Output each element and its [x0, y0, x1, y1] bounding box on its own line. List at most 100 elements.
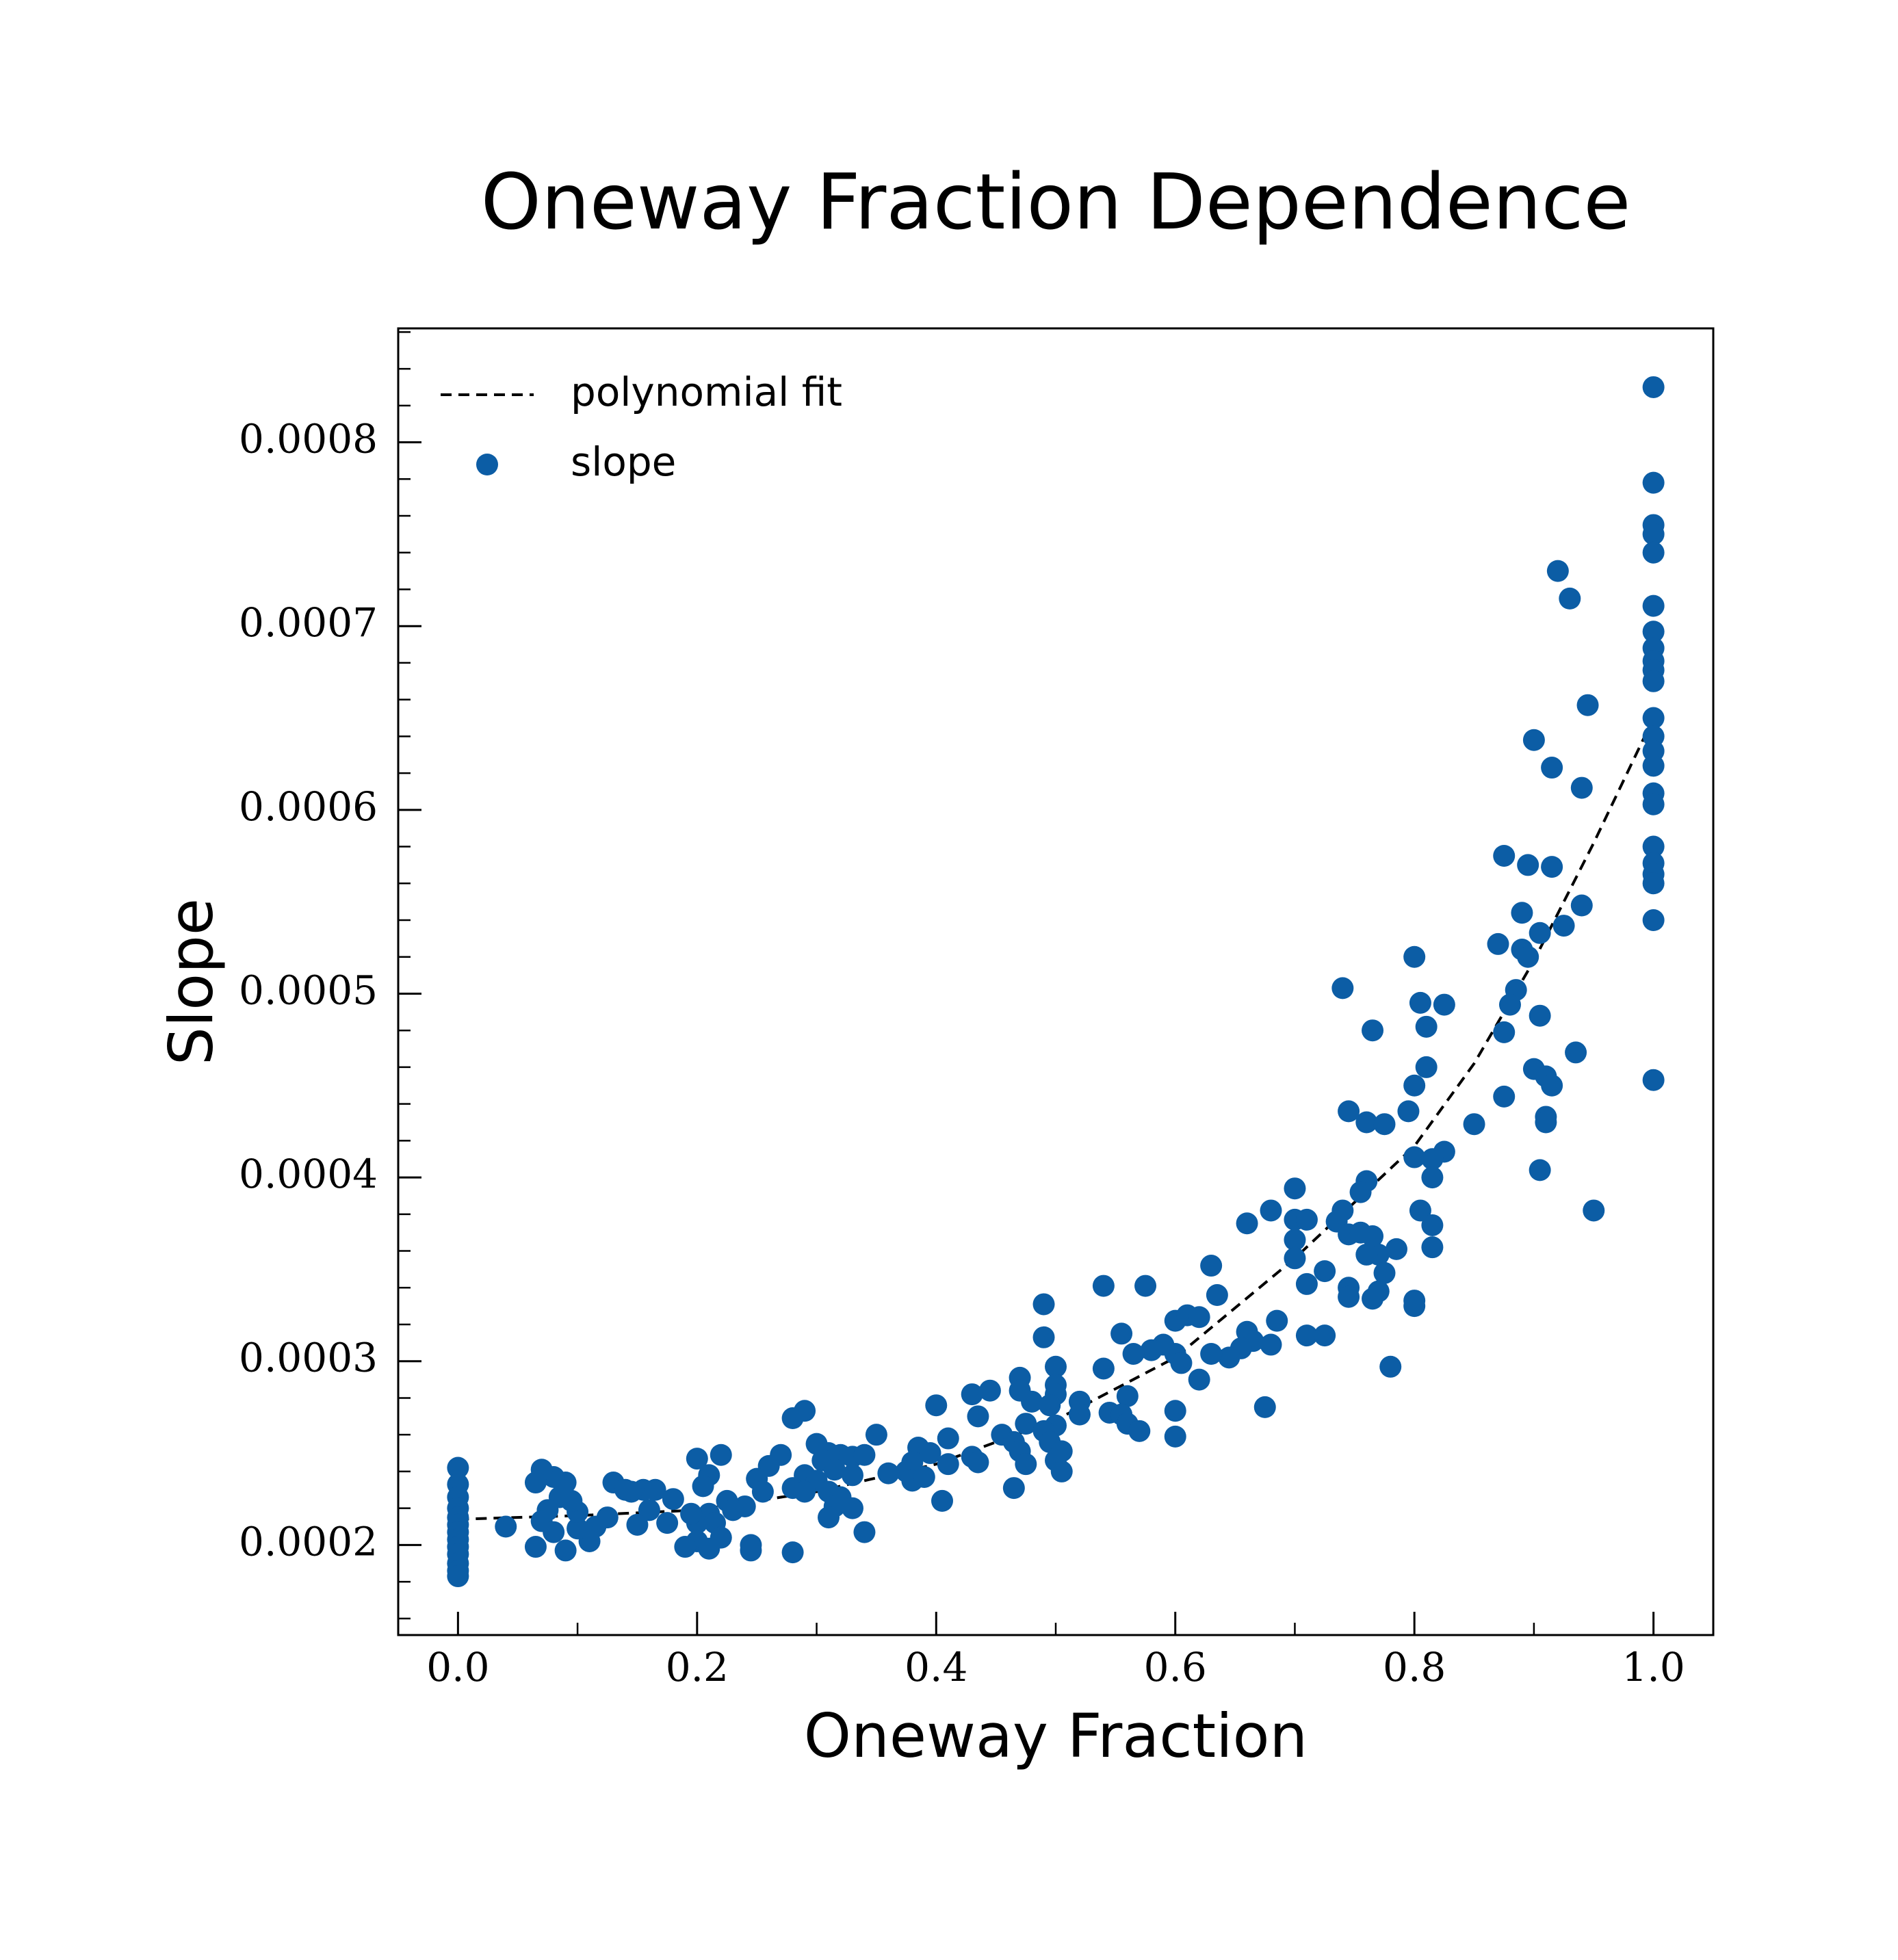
- scatter-point: [1039, 1394, 1061, 1417]
- scatter-point: [1331, 977, 1354, 999]
- scatter-point: [1642, 594, 1665, 617]
- scatter-point: [1355, 1243, 1378, 1266]
- scatter-point: [1403, 1074, 1426, 1097]
- scatter-point: [1642, 755, 1665, 777]
- scatter-point: [877, 1462, 900, 1485]
- scatter-point: [674, 1536, 697, 1558]
- scatter-point: [1576, 694, 1599, 716]
- scatter-point: [567, 1517, 589, 1540]
- scatter-point: [1433, 993, 1455, 1016]
- scatter-point: [1295, 1208, 1318, 1231]
- scatter-point: [1373, 1262, 1396, 1284]
- scatter-point: [1284, 1177, 1306, 1200]
- y-tick-label: 0.0005: [239, 967, 378, 1013]
- scatter-point: [1517, 945, 1539, 968]
- scatter-point: [1284, 1247, 1306, 1270]
- legend-label: slope: [571, 439, 676, 485]
- scatter-point: [1493, 1021, 1516, 1043]
- scatter-point: [1266, 1309, 1288, 1332]
- scatter-point: [1415, 1015, 1438, 1038]
- scatter-point: [1355, 1111, 1378, 1134]
- scatter-point: [1338, 1100, 1360, 1123]
- scatter-point: [1284, 1229, 1306, 1251]
- scatter-point: [1583, 1199, 1605, 1222]
- x-tick-label: 1.0: [1622, 1644, 1685, 1690]
- scatter-point: [794, 1400, 816, 1422]
- scatter-point: [1642, 541, 1665, 564]
- scatter-point: [638, 1499, 660, 1521]
- scatter-point: [543, 1521, 565, 1543]
- scatter-point: [626, 1513, 649, 1536]
- scatter-point: [554, 1539, 577, 1562]
- y-tick-label: 0.0004: [239, 1151, 378, 1197]
- scatter-point: [978, 1379, 1001, 1402]
- scatter-point: [1295, 1324, 1318, 1347]
- scatter-point: [1128, 1420, 1151, 1442]
- scatter-point: [1140, 1339, 1162, 1361]
- scatter-point: [1068, 1403, 1091, 1426]
- scatter-point: [1511, 902, 1533, 924]
- scatter-point: [751, 1480, 774, 1503]
- scatter-point: [1295, 1272, 1318, 1295]
- scatter-point: [1463, 1113, 1485, 1136]
- scatter-point: [1570, 894, 1593, 917]
- scatter-point: [662, 1488, 684, 1511]
- scatter-point: [692, 1475, 714, 1498]
- scatter-point: [1642, 707, 1665, 729]
- scatter-point: [1487, 932, 1509, 955]
- scatter-point: [1009, 1379, 1031, 1402]
- x-tick-label: 0.0: [426, 1644, 489, 1690]
- scatter-point: [1421, 1166, 1444, 1189]
- scatter-point: [656, 1512, 679, 1534]
- scatter-point: [937, 1427, 959, 1450]
- scatter-point: [1642, 872, 1665, 895]
- x-tick-label: 0.2: [666, 1644, 729, 1690]
- scatter-point: [1642, 670, 1665, 692]
- x-tick-label: 0.4: [905, 1644, 967, 1690]
- scatter-point: [1362, 1225, 1384, 1248]
- scatter-point: [1032, 1326, 1055, 1348]
- scatter-point: [1529, 1159, 1551, 1181]
- x-tick-label: 0.6: [1144, 1644, 1207, 1690]
- y-tick-label: 0.0007: [239, 599, 378, 646]
- scatter-point: [1498, 993, 1521, 1016]
- scatter-point: [1535, 1111, 1557, 1134]
- scatter-point: [1421, 1214, 1444, 1236]
- scatter-point: [740, 1539, 762, 1562]
- scatter-point: [1642, 909, 1665, 932]
- scatter-point: [1218, 1346, 1240, 1369]
- scatter-point: [686, 1448, 708, 1470]
- scatter-point: [931, 1489, 954, 1512]
- scatter-point: [1050, 1460, 1073, 1482]
- scatter-point: [1362, 1019, 1384, 1042]
- scatter-point: [1236, 1212, 1258, 1235]
- scatter-point: [961, 1383, 983, 1406]
- scatter-point: [1642, 1069, 1665, 1091]
- scatter-point: [967, 1405, 989, 1428]
- scatter-point: [1642, 523, 1665, 545]
- scatter-point: [722, 1499, 744, 1521]
- scatter-point: [1253, 1396, 1276, 1418]
- y-tick-label: 0.0003: [239, 1335, 378, 1381]
- scatter-point: [710, 1443, 732, 1466]
- scatter-point: [1529, 1004, 1551, 1027]
- scatter-point: [1642, 835, 1665, 858]
- scatter-point: [1409, 1199, 1431, 1222]
- scatter-point: [1415, 1056, 1438, 1078]
- scatter-point: [1032, 1293, 1055, 1316]
- scatter-point: [1541, 757, 1563, 779]
- scatter-point: [1385, 1238, 1407, 1260]
- scatter-point: [853, 1443, 876, 1466]
- scatter-point: [1642, 620, 1665, 643]
- x-tick-label: 0.8: [1383, 1644, 1446, 1690]
- scatter-point: [1559, 587, 1581, 610]
- scatter-point: [1493, 1085, 1516, 1108]
- scatter-point: [1642, 376, 1665, 398]
- scatter-point: [1403, 1146, 1426, 1168]
- scatter-point: [1493, 844, 1516, 867]
- scatter-point: [1206, 1284, 1228, 1307]
- scatter-point: [1110, 1322, 1133, 1345]
- scatter-point: [1015, 1413, 1037, 1435]
- scatter-point: [1314, 1260, 1336, 1283]
